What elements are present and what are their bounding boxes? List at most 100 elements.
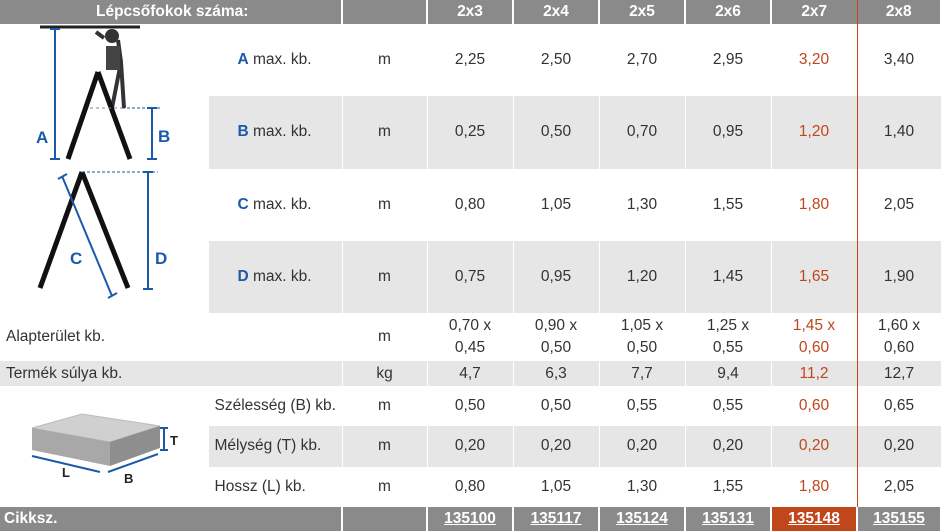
value-cell: 1,60 x 0,60 (857, 313, 941, 361)
value-cell: 1,05 (513, 168, 600, 241)
value-cell: 0,55 (599, 386, 686, 427)
row-label: D max. kb. (208, 240, 343, 313)
value-cell: 2,05 (857, 168, 941, 241)
table-row: A B C (0, 24, 941, 313)
value-cell: 1,05 (513, 466, 600, 507)
row-label: Mélység (T) kb. (208, 426, 343, 467)
row-label: Hossz (L) kb. (208, 466, 343, 507)
footer-unit (342, 507, 428, 531)
row-label: A max. kb. (208, 24, 343, 97)
value-cell: 0,55 (685, 386, 772, 427)
value-cell: 0,20 (513, 426, 600, 467)
value-cell: 1,25 x 0,55 (685, 313, 772, 361)
value-cell: 0,95 (513, 240, 600, 313)
value-cell-highlight: 1,80 (770, 168, 858, 241)
package-diagram: T L B (0, 386, 209, 507)
value-cell: 0,50 (513, 96, 600, 169)
value-cell: 1,55 (685, 466, 772, 507)
value-cell: 0,70 (599, 96, 686, 169)
footer-row: Cikksz. 135100 135117 135124 135131 1351… (0, 507, 941, 531)
unit-cell: m (342, 386, 428, 427)
header-title: Lépcsőfokok száma: (0, 0, 343, 24)
row-label: Termék súlya kb. (0, 361, 343, 386)
ladder-diagram-svg: A B C (36, 25, 170, 299)
box-label-t: T (170, 433, 178, 448)
value-cell: 0,65 (857, 386, 941, 427)
value-cell: 1,30 (599, 168, 686, 241)
value-cell: 0,90 x 0,50 (513, 313, 600, 361)
row-label: C max. kb. (208, 168, 343, 241)
header-col: 2x4 (513, 0, 600, 24)
table-row: C max. kb. m 0,80 1,05 1,30 1,55 1,80 2,… (0, 168, 941, 241)
value-cell-highlight: 1,45 x 0,60 (770, 313, 858, 361)
value-cell: 1,05 x 0,50 (599, 313, 686, 361)
value-cell: 6,3 (513, 361, 600, 386)
header-col-highlight: 2x7 (770, 0, 858, 24)
value-cell: 1,55 (685, 168, 772, 241)
value-cell-highlight: 1,20 (770, 96, 858, 169)
unit-cell: m (342, 466, 428, 507)
value-cell: 0,80 (427, 168, 514, 241)
value-cell: 3,40 (857, 24, 941, 97)
header-col: 2x3 (427, 0, 514, 24)
value-cell: 0,70 x 0,45 (427, 313, 514, 361)
value-cell: 0,50 (513, 386, 600, 427)
box-label-b: B (124, 471, 133, 486)
article-code-link-highlight[interactable]: 135148 (771, 507, 858, 531)
row-label: Alapterület kb. (0, 313, 343, 361)
value-cell: 1,20 (599, 240, 686, 313)
value-cell: 0,20 (427, 426, 514, 467)
value-cell: 2,25 (427, 24, 514, 97)
unit-cell: m (342, 313, 428, 361)
diagram-label-c: C (70, 249, 82, 268)
value-cell: 0,20 (685, 426, 772, 467)
unit-cell: m (342, 96, 428, 169)
table-row: T L B Szélesség (B) kb. m 0,50 0,50 0,55… (0, 386, 941, 507)
diagram-label-a: A (36, 128, 48, 147)
value-cell-highlight: 0,20 (770, 426, 858, 467)
value-cell: 9,4 (685, 361, 772, 386)
article-code-link[interactable]: 135155 (857, 507, 941, 531)
value-cell: 0,95 (685, 96, 772, 169)
value-cell: 1,40 (857, 96, 941, 169)
article-code-link[interactable]: 135117 (513, 507, 600, 531)
header-col: 2x6 (685, 0, 772, 24)
value-cell-highlight: 0,60 (770, 386, 858, 427)
header-row: Lépcsőfokok száma: 2x3 2x4 2x5 2x6 2x7 2… (0, 0, 941, 24)
value-cell-highlight: 1,80 (770, 466, 858, 507)
unit-cell: m (342, 426, 428, 467)
value-cell: 2,95 (685, 24, 772, 97)
table-row: Termék súlya kb. kg 4,7 6,3 7,7 9,4 11,2… (0, 361, 941, 386)
box-label-l: L (62, 465, 70, 480)
value-cell-highlight: 11,2 (770, 361, 858, 386)
header-col: 2x8 (857, 0, 941, 24)
value-cell: 0,20 (599, 426, 686, 467)
value-cell: 1,45 (685, 240, 772, 313)
article-code-link[interactable]: 135131 (685, 507, 772, 531)
row-label: Szélesség (B) kb. (208, 386, 343, 427)
value-cell: 2,05 (857, 466, 941, 507)
package-diagram-svg: T L B (31, 413, 178, 486)
value-cell: 1,30 (599, 466, 686, 507)
unit-cell: m (342, 168, 428, 241)
footer-label: Cikksz. (0, 507, 343, 531)
value-cell: 0,80 (427, 466, 514, 507)
unit-cell: m (342, 240, 428, 313)
value-cell: 0,50 (427, 386, 514, 427)
value-cell: 2,70 (599, 24, 686, 97)
value-cell: 0,25 (427, 96, 514, 169)
value-cell-highlight: 3,20 (770, 24, 858, 97)
value-cell: 1,90 (857, 240, 941, 313)
table-row: Alapterület kb. m 0,70 x 0,45 0,90 x 0,50 … (0, 313, 941, 361)
diagram-label-d: D (155, 249, 167, 268)
article-code-link[interactable]: 135100 (427, 507, 514, 531)
value-cell-highlight: 1,65 (770, 240, 858, 313)
table-row: Hossz (L) kb. m 0,80 1,05 1,30 1,55 1,80… (0, 466, 941, 507)
unit-cell: kg (342, 361, 428, 386)
value-cell: 2,50 (513, 24, 600, 97)
article-code-link[interactable]: 135124 (599, 507, 686, 531)
value-cell: 0,20 (857, 426, 941, 467)
header-col: 2x5 (599, 0, 686, 24)
value-cell: 7,7 (599, 361, 686, 386)
